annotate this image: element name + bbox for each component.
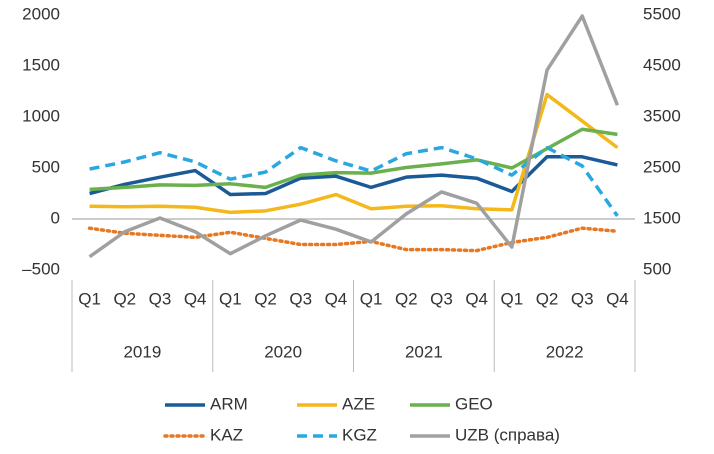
year-label: 2019 — [123, 342, 161, 361]
x-tick-label: Q4 — [184, 289, 207, 308]
x-tick-label: Q1 — [360, 289, 383, 308]
series-line — [87, 226, 620, 253]
y-tick-label: 0 — [51, 208, 60, 227]
y2-tick-label: 3500 — [643, 106, 681, 125]
legend-label: UZB (справа) — [455, 425, 560, 444]
y-tick-label: 1500 — [22, 55, 60, 74]
x-tick-label: Q1 — [78, 289, 101, 308]
x-tick-label: Q4 — [465, 289, 488, 308]
y2-tick-label: 500 — [643, 259, 671, 278]
y-tick-label: –500 — [22, 259, 60, 278]
legend-label: ARM — [210, 394, 248, 413]
series-line — [88, 14, 620, 259]
x-tick-label: Q3 — [289, 289, 312, 308]
x-tick-label: Q3 — [149, 289, 172, 308]
year-label: 2021 — [405, 342, 443, 361]
y-tick-label: 2000 — [22, 4, 60, 23]
legend-label: GEO — [455, 394, 493, 413]
y-tick-label: 500 — [32, 157, 60, 176]
x-tick-label: Q2 — [254, 289, 277, 308]
y-tick-label: 1000 — [22, 106, 60, 125]
legend-label: AZE — [342, 394, 375, 413]
year-label: 2022 — [546, 342, 584, 361]
y2-tick-label: 4500 — [643, 55, 681, 74]
x-tick-label: Q4 — [325, 289, 348, 308]
x-tick-label: Q3 — [430, 289, 453, 308]
year-label: 2020 — [264, 342, 302, 361]
x-tick-label: Q1 — [501, 289, 524, 308]
x-tick-label: Q3 — [571, 289, 594, 308]
x-tick-label: Q2 — [536, 289, 559, 308]
x-tick-label: Q2 — [113, 289, 136, 308]
series-line — [89, 155, 618, 197]
x-tick-label: Q1 — [219, 289, 242, 308]
x-tick-label: Q2 — [395, 289, 418, 308]
y2-tick-label: 1500 — [643, 208, 681, 227]
x-tick-label: Q4 — [606, 289, 629, 308]
y2-tick-label: 5500 — [643, 4, 681, 23]
y2-tick-label: 2500 — [643, 157, 681, 176]
legend-label: KGZ — [342, 425, 377, 444]
legend-label: KAZ — [210, 425, 243, 444]
